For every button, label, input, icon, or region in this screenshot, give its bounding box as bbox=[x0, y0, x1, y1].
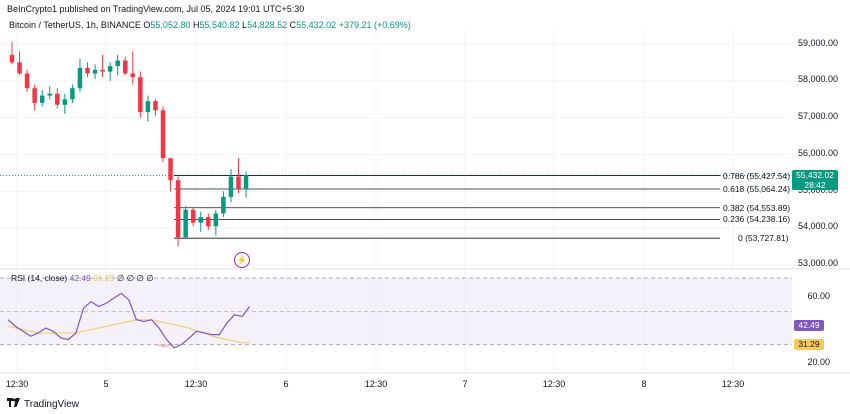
price-axis-label: 53,000.00 bbox=[797, 258, 838, 268]
price-axis-label: 56,000.00 bbox=[797, 148, 838, 158]
candle-body bbox=[206, 217, 211, 227]
rsi-title: RSI (14, close) bbox=[11, 273, 68, 283]
candle-body bbox=[213, 213, 219, 227]
price-axis-label: 57,000.00 bbox=[797, 111, 838, 121]
price-axis-label: 59,000.00 bbox=[797, 38, 838, 48]
candle-body bbox=[100, 69, 105, 72]
rsi-axis-label: 20.00 bbox=[807, 357, 830, 367]
candle-body bbox=[85, 67, 90, 74]
close-label: C bbox=[289, 20, 297, 30]
rsi-extra-values: ∅ ∅ ∅ ∅ bbox=[116, 273, 154, 283]
tradingview-footer[interactable]: TradingView bbox=[7, 398, 79, 410]
candle-body bbox=[130, 73, 136, 78]
candle-body bbox=[175, 180, 181, 238]
rsi-ma-value: 31.29 bbox=[93, 273, 115, 283]
rsi-value: 42.49 bbox=[69, 273, 91, 283]
time-axis-tick: 5 bbox=[103, 379, 109, 389]
tradingview-brand: TradingView bbox=[24, 398, 80, 410]
fib-label-0382: 0.382 (54,553.89) bbox=[723, 203, 791, 213]
low-label: L bbox=[242, 20, 248, 30]
rsi-ma-badge: 31.29 bbox=[794, 339, 824, 350]
rsi-badge: 42.49 bbox=[794, 320, 824, 331]
candle-body bbox=[47, 93, 52, 96]
candle-body bbox=[243, 175, 249, 190]
high-label: H bbox=[192, 20, 200, 30]
time-axis-tick: 7 bbox=[462, 379, 468, 389]
candle-body bbox=[160, 110, 166, 159]
time-axis-tick: 12:30 bbox=[364, 379, 388, 389]
candle-body bbox=[138, 77, 143, 113]
current-price-value: 55,432.02 bbox=[796, 170, 834, 180]
fib-label-0786: 0.786 (55,427.54) bbox=[723, 171, 791, 181]
candle-body bbox=[107, 66, 113, 72]
candle-body bbox=[39, 95, 45, 103]
fib-label-0618: 0.618 (55,064.24) bbox=[723, 184, 791, 194]
candle-body bbox=[198, 217, 203, 223]
close-value: 55,432.02 bbox=[296, 20, 337, 30]
candle-body bbox=[123, 60, 128, 74]
candle-body bbox=[9, 55, 15, 63]
time-axis-tick: 8 bbox=[641, 379, 647, 389]
price-axis-label: 58,000.00 bbox=[797, 74, 838, 84]
candle-body bbox=[168, 158, 173, 181]
candle-body bbox=[32, 88, 37, 103]
lightning-event-icon[interactable]: ⚡ bbox=[234, 252, 250, 268]
high-value: 55,540.82 bbox=[199, 20, 240, 30]
candle-body bbox=[92, 69, 98, 74]
candle-body bbox=[145, 101, 151, 113]
symbol-label: Bitcoin / TetherUS, 1h, BINANCE bbox=[9, 20, 141, 30]
candle-body bbox=[24, 73, 30, 89]
time-axis-tick: 12:30 bbox=[542, 379, 566, 389]
candle-body bbox=[77, 67, 83, 89]
time-axis-tick: 12:30 bbox=[721, 379, 745, 389]
bar-countdown: 28:42 bbox=[804, 180, 826, 190]
publisher-caption: BeInCrypto1 published on TradingView.com… bbox=[7, 4, 305, 14]
rsi-axis-label: 60.00 bbox=[807, 291, 830, 301]
open-value: 55,052.80 bbox=[150, 20, 191, 30]
ohlc-legend: Bitcoin / TetherUS, 1h, BINANCE O55,052.… bbox=[9, 20, 411, 30]
rsi-ma-line bbox=[7, 319, 250, 344]
candle-body bbox=[55, 93, 60, 105]
candle-body bbox=[236, 176, 241, 190]
candle-body bbox=[221, 196, 226, 214]
time-axis-tick: 12:30 bbox=[184, 379, 208, 389]
time-axis-tick: 12:30 bbox=[5, 379, 29, 389]
price-axis-label: 54,000.00 bbox=[797, 221, 838, 231]
candle-body bbox=[115, 60, 120, 67]
rsi-line bbox=[7, 292, 251, 349]
candle-body bbox=[62, 99, 68, 105]
open-label: O bbox=[143, 20, 151, 30]
rsi-legend: RSI (14, close) 42.49 31.29 ∅ ∅ ∅ ∅ bbox=[11, 273, 154, 284]
candle-body bbox=[183, 209, 188, 238]
change-value: +379.21 (+0.69%) bbox=[338, 20, 411, 30]
candle-body bbox=[190, 209, 196, 223]
candle-body bbox=[153, 101, 158, 111]
price-axis-label: 55,000.00 bbox=[797, 185, 838, 195]
fib-label-0236: 0.236 (54,238.16) bbox=[723, 214, 791, 224]
current-price-badge: 55,432.02 28:42 bbox=[792, 170, 838, 190]
time-axis-tick: 6 bbox=[283, 379, 289, 389]
low-value: 54,828.52 bbox=[247, 20, 288, 30]
candle-body bbox=[70, 88, 75, 100]
tradingview-logo-icon bbox=[7, 398, 20, 410]
candle-body bbox=[228, 176, 234, 197]
candle-body bbox=[17, 62, 22, 74]
fib-label-0: 0 (53,727.81) bbox=[738, 233, 789, 243]
